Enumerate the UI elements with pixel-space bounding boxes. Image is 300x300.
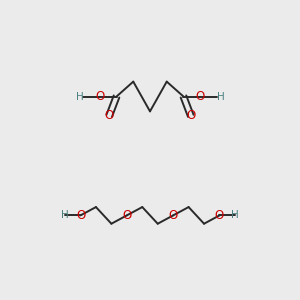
Text: H: H: [231, 210, 239, 220]
Text: O: O: [95, 90, 104, 103]
Text: O: O: [122, 209, 131, 222]
Text: H: H: [76, 92, 83, 101]
Text: O: O: [169, 209, 178, 222]
Text: O: O: [186, 109, 195, 122]
Text: O: O: [215, 209, 224, 222]
Text: O: O: [105, 109, 114, 122]
Text: H: H: [217, 92, 224, 101]
Text: H: H: [61, 210, 69, 220]
Text: O: O: [76, 209, 85, 222]
Text: O: O: [196, 90, 205, 103]
